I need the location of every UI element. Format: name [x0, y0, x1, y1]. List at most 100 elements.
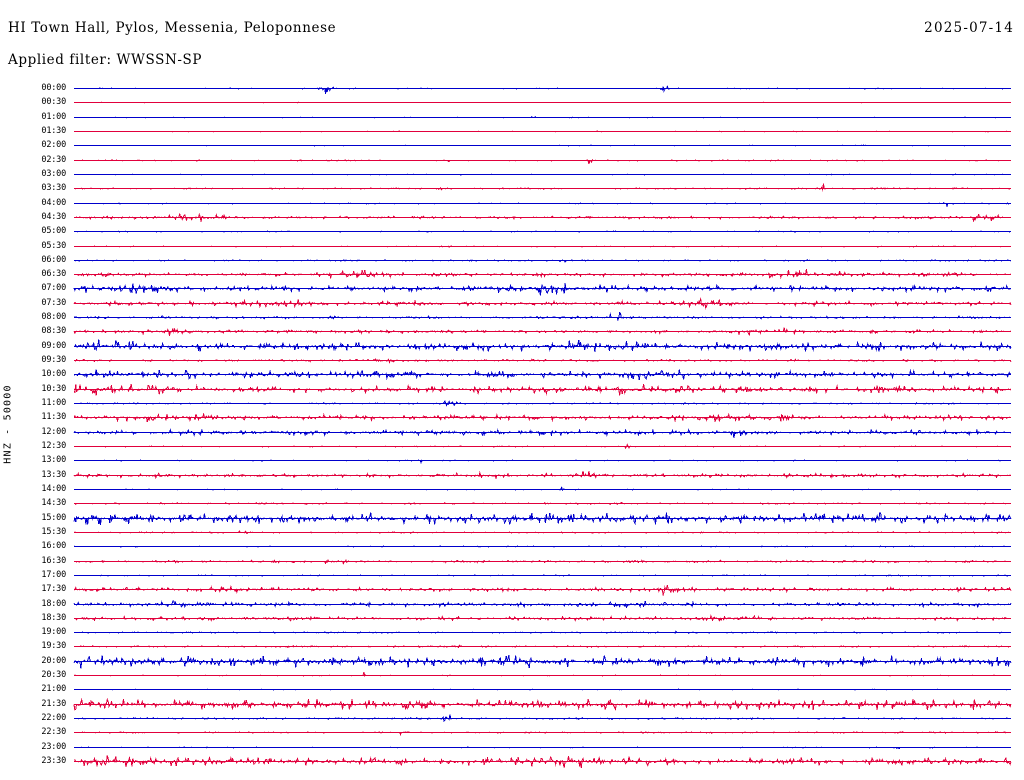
trace-waveform: [73, 323, 1012, 340]
trace-row: 11:30: [0, 412, 1024, 426]
trace-time-label: 09:00: [41, 340, 66, 351]
trace-row: 16:00: [0, 541, 1024, 555]
trace-waveform: [73, 481, 1012, 498]
trace-waveform: [73, 223, 1012, 240]
trace-row: 08:30: [0, 326, 1024, 340]
trace-time-label: 08:30: [41, 326, 66, 337]
trace-waveform: [74, 195, 1012, 212]
trace-row: 22:00: [0, 713, 1024, 727]
trace-time-label: 22:00: [41, 713, 66, 724]
trace-waveform: [73, 510, 1012, 527]
trace-time-label: 14:00: [41, 483, 66, 494]
trace-row: 17:30: [0, 584, 1024, 598]
trace-waveform: [73, 252, 1012, 269]
trace-waveform: [73, 123, 1012, 140]
trace-time-label: 00:30: [41, 97, 66, 108]
trace-time-label: 16:00: [41, 541, 66, 552]
trace-row: 02:30: [0, 155, 1024, 169]
trace-waveform: [73, 753, 1012, 770]
trace-time-label: 05:00: [41, 226, 66, 237]
trace-waveform: [73, 280, 1012, 297]
trace-row: 12:00: [0, 427, 1024, 441]
trace-row: 18:00: [0, 599, 1024, 613]
trace-time-label: 11:00: [41, 398, 66, 409]
trace-row: 01:00: [0, 112, 1024, 126]
trace-time-label: 23:30: [41, 756, 66, 767]
trace-row: 10:00: [0, 369, 1024, 383]
trace-row: 00:30: [0, 97, 1024, 111]
trace-row: 20:00: [0, 654, 1024, 670]
trace-waveform: [73, 295, 1012, 312]
trace-time-label: 01:30: [41, 125, 66, 136]
trace-row: 15:30: [0, 527, 1024, 541]
trace-time-label: 18:30: [41, 612, 66, 623]
trace-waveform: [73, 524, 1012, 541]
trace-waveform: [74, 238, 1012, 255]
page-title: HI Town Hall, Pylos, Messenia, Peloponne…: [8, 20, 337, 36]
trace-time-label: 00:00: [41, 83, 66, 93]
trace-row: 22:30: [0, 727, 1024, 741]
trace-waveform: [73, 567, 1012, 584]
trace-row: 07:30: [0, 295, 1024, 312]
trace-row: 06:00: [0, 255, 1024, 269]
trace-row: 21:00: [0, 684, 1024, 698]
trace-waveform: [73, 109, 1012, 126]
trace-time-label: 05:30: [41, 240, 66, 251]
trace-time-label: 04:00: [41, 197, 66, 208]
trace-waveform: [73, 467, 1012, 484]
trace-time-label: 19:30: [41, 641, 66, 652]
trace-waveform: [73, 638, 1012, 655]
trace-row: 13:00: [0, 455, 1024, 469]
trace-time-label: 03:00: [41, 168, 66, 179]
trace-time-label: 13:00: [41, 455, 66, 466]
trace-row: 00:00: [0, 83, 1024, 97]
trace-waveform: [73, 438, 1012, 455]
trace-row: 23:30: [0, 753, 1024, 770]
trace-waveform: [73, 724, 1012, 741]
trace-row: 09:30: [0, 355, 1024, 369]
trace-time-label: 07:30: [41, 297, 66, 308]
trace-waveform: [73, 309, 1012, 326]
trace-row: 14:30: [0, 498, 1024, 512]
trace-row: 01:30: [0, 126, 1024, 140]
applied-filter-label: Applied filter: WWSSN-SP: [8, 52, 203, 68]
trace-time-label: 02:00: [41, 140, 66, 151]
trace-waveform: [73, 739, 1012, 756]
trace-waveform: [73, 581, 1012, 598]
trace-row: 19:30: [0, 641, 1024, 655]
date-label: 2025-07-14: [924, 20, 1014, 36]
trace-time-label: 06:30: [41, 269, 66, 280]
trace-row: 03:00: [0, 169, 1024, 183]
trace-time-label: 10:30: [41, 383, 66, 394]
trace-row: 02:00: [0, 140, 1024, 154]
trace-waveform: [73, 710, 1012, 727]
trace-time-label: 08:00: [41, 312, 66, 323]
trace-waveform: [73, 395, 1012, 412]
trace-waveform: [73, 338, 1012, 355]
trace-time-label: 23:00: [41, 741, 66, 752]
trace-row: 03:30: [0, 183, 1024, 197]
trace-waveform: [73, 424, 1012, 441]
trace-row: 09:00: [0, 338, 1024, 355]
trace-time-label: 15:30: [41, 526, 66, 537]
trace-row: 12:30: [0, 441, 1024, 455]
trace-waveform: [73, 596, 1012, 613]
trace-waveform: [73, 452, 1012, 469]
trace-row: 17:00: [0, 570, 1024, 584]
trace-waveform: [73, 495, 1011, 512]
trace-waveform: [73, 94, 1011, 111]
trace-waveform: [73, 137, 1012, 154]
trace-time-label: 04:30: [41, 211, 66, 222]
trace-time-label: 12:30: [41, 441, 66, 451]
trace-time-label: 15:00: [41, 512, 66, 523]
trace-time-label: 02:30: [41, 154, 66, 165]
trace-time-label: 14:30: [41, 498, 66, 509]
trace-waveform: [73, 366, 1012, 383]
trace-row: 13:30: [0, 470, 1024, 484]
trace-waveform: [73, 381, 1012, 398]
trace-waveform: [73, 624, 1012, 641]
trace-waveform: [73, 152, 1012, 169]
trace-waveform: [73, 180, 1012, 197]
trace-time-label: 18:00: [41, 598, 66, 609]
